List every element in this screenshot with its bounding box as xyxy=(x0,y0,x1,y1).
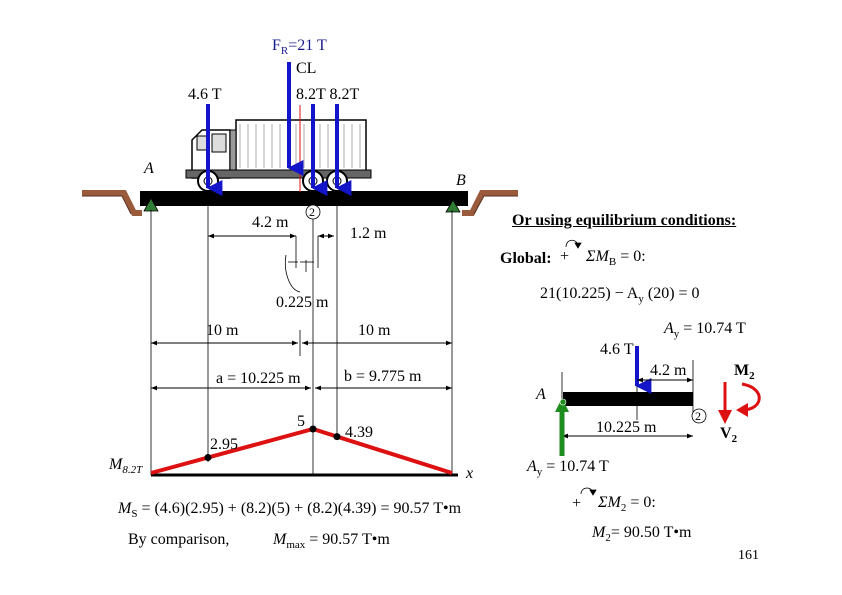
fbd-dist-label: 4.2 m xyxy=(650,362,687,379)
road-left-inner xyxy=(82,195,132,215)
free-body-diagram xyxy=(555,346,761,456)
fbd-shear-arrowhead xyxy=(718,410,732,424)
ordinate-rear-label: 4.39 xyxy=(345,424,373,441)
section-marker xyxy=(305,204,321,220)
truck-illustration xyxy=(185,119,372,192)
moment-influence-line xyxy=(150,426,453,475)
moment-diagram xyxy=(150,425,458,477)
ordinate-peak-label: 5 xyxy=(297,413,305,430)
x-axis-label: x xyxy=(466,465,474,482)
bridge-beam xyxy=(140,191,468,206)
plus-sign-2: + xyxy=(572,495,582,512)
fbd-pin xyxy=(559,398,567,406)
fbd-a-label: A xyxy=(536,386,546,403)
b-dimension-label: b = 9.775 m xyxy=(344,368,422,385)
a-dimension-label: a = 10.225 m xyxy=(216,370,301,387)
point-b-label: B xyxy=(456,172,466,189)
road-left xyxy=(82,190,142,216)
resultant-label: FR=21 T xyxy=(272,37,327,58)
ccw-sign-1 xyxy=(565,239,582,249)
dist-0225-label: 0.225 m xyxy=(276,294,329,311)
v2-label: V2 xyxy=(720,425,738,446)
ms-equation: MS = (4.6)(2.95) + (8.2)(5) + (8.2)(4.39… xyxy=(118,500,462,521)
equilibrium-heading: Or using equilibrium conditions: xyxy=(512,212,737,229)
mmax-equation: Mmax = 90.57 T•m xyxy=(273,531,390,552)
half-span-left-label: 10 m xyxy=(206,322,239,339)
sum-mb: ΣMB = 0: xyxy=(586,248,646,269)
ordinate-point-peak xyxy=(309,425,317,433)
ay-result: Ay = 10.74 T xyxy=(664,320,746,341)
sum-m2: ΣM2 = 0: xyxy=(598,494,656,515)
fbd-moment-arrowhead xyxy=(736,403,748,417)
fbd-ay-label: Ay = 10.74 T xyxy=(527,458,609,479)
road-right-inner xyxy=(473,195,518,215)
offset-sketch xyxy=(284,236,319,293)
road-right xyxy=(462,190,518,216)
plus-sign-1: + xyxy=(560,248,570,265)
dist-12-label: 1.2 m xyxy=(350,225,387,242)
fbd-section-marker xyxy=(691,408,707,424)
centerline-label: CL xyxy=(296,60,317,77)
support-b xyxy=(445,199,461,213)
moment-axis-label: M8.2T xyxy=(109,456,143,477)
m2-label: M2 xyxy=(734,362,755,383)
fbd-section-number: 2 xyxy=(695,409,701,423)
rear-loads-label: 8.2T 8.2T xyxy=(296,86,360,103)
ccw-sign-2 xyxy=(580,487,597,496)
fbd-span-label: 10.225 m xyxy=(596,419,657,436)
point-a-label: A xyxy=(144,160,154,177)
ordinate-point-front xyxy=(204,454,212,462)
global-label: Global: xyxy=(500,250,552,267)
dist-42-label: 4.2 m xyxy=(252,214,289,231)
fbd-load-label: 4.6 T xyxy=(600,341,634,358)
page-number: 161 xyxy=(738,548,759,563)
front-load-label: 4.6 T xyxy=(188,86,222,103)
ordinate-front-label: 2.95 xyxy=(210,436,238,453)
fbd-beam xyxy=(563,392,693,406)
half-span-right-label: 10 m xyxy=(358,322,391,339)
comparison-label: By comparison, xyxy=(128,531,230,548)
m2-result: M2= 90.50 T•m xyxy=(592,524,692,545)
ordinate-point-rear xyxy=(333,433,341,441)
equilibrium-eq1: 21(10.225) − Ay (20) = 0 xyxy=(540,285,700,306)
section-number: 2 xyxy=(309,205,315,219)
